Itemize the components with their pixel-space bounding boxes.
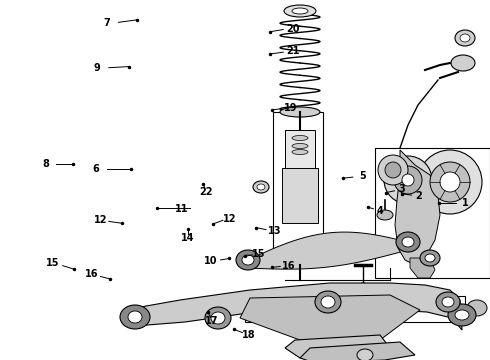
Ellipse shape: [242, 255, 254, 265]
Ellipse shape: [378, 155, 408, 185]
Ellipse shape: [377, 210, 393, 220]
Text: 15: 15: [252, 249, 266, 259]
Text: 12: 12: [222, 213, 236, 224]
Ellipse shape: [436, 292, 460, 312]
Text: 7: 7: [103, 18, 110, 28]
Text: 20: 20: [286, 24, 300, 34]
Text: 12: 12: [94, 215, 107, 225]
Ellipse shape: [253, 181, 269, 193]
Ellipse shape: [120, 305, 150, 329]
Text: 16: 16: [282, 261, 296, 271]
Polygon shape: [410, 258, 435, 278]
Text: 10: 10: [204, 256, 218, 266]
Bar: [273, 112, 323, 265]
Text: 18: 18: [242, 330, 256, 340]
Ellipse shape: [440, 172, 460, 192]
Text: 2: 2: [416, 191, 422, 201]
Ellipse shape: [385, 162, 401, 178]
Ellipse shape: [236, 250, 260, 270]
Ellipse shape: [442, 297, 454, 307]
Bar: [245, 296, 465, 322]
Ellipse shape: [418, 150, 482, 214]
Text: 5: 5: [359, 171, 366, 181]
Ellipse shape: [357, 283, 369, 291]
Text: 17: 17: [205, 316, 219, 327]
Text: 3: 3: [398, 184, 405, 194]
Text: 11: 11: [174, 204, 188, 214]
Ellipse shape: [394, 166, 422, 194]
Text: 8: 8: [42, 159, 49, 169]
Polygon shape: [395, 150, 440, 265]
Ellipse shape: [460, 34, 470, 42]
Text: 15: 15: [46, 258, 60, 268]
Ellipse shape: [402, 237, 414, 247]
Ellipse shape: [315, 291, 341, 313]
Text: 13: 13: [268, 226, 281, 236]
Polygon shape: [135, 283, 462, 330]
Bar: [282, 168, 318, 223]
Ellipse shape: [420, 250, 440, 266]
Ellipse shape: [284, 5, 316, 17]
Ellipse shape: [451, 55, 475, 71]
Polygon shape: [248, 232, 408, 269]
Ellipse shape: [321, 296, 335, 308]
Ellipse shape: [455, 30, 475, 46]
Ellipse shape: [211, 312, 225, 324]
Text: 22: 22: [199, 187, 213, 197]
Polygon shape: [285, 335, 390, 358]
Text: 9: 9: [93, 63, 100, 73]
Ellipse shape: [425, 254, 435, 262]
Ellipse shape: [257, 184, 265, 190]
Ellipse shape: [402, 174, 414, 186]
Bar: [375, 148, 490, 278]
Ellipse shape: [384, 156, 432, 204]
Ellipse shape: [292, 135, 308, 140]
Ellipse shape: [280, 107, 320, 117]
Polygon shape: [300, 342, 415, 360]
Ellipse shape: [292, 144, 308, 148]
Text: 21: 21: [286, 46, 299, 56]
Ellipse shape: [205, 307, 231, 329]
Text: 14: 14: [181, 233, 195, 243]
Ellipse shape: [430, 162, 470, 202]
Bar: [285, 130, 315, 170]
Text: 19: 19: [284, 103, 297, 113]
Ellipse shape: [455, 310, 469, 320]
Text: 1: 1: [462, 198, 469, 208]
Ellipse shape: [448, 304, 476, 326]
Text: 16: 16: [85, 269, 99, 279]
Ellipse shape: [292, 149, 308, 154]
Ellipse shape: [396, 232, 420, 252]
Ellipse shape: [292, 8, 308, 14]
Ellipse shape: [357, 349, 373, 360]
Ellipse shape: [128, 311, 142, 323]
Text: 4: 4: [376, 206, 383, 216]
Polygon shape: [240, 295, 420, 340]
Text: 6: 6: [92, 164, 99, 174]
Ellipse shape: [467, 300, 487, 316]
